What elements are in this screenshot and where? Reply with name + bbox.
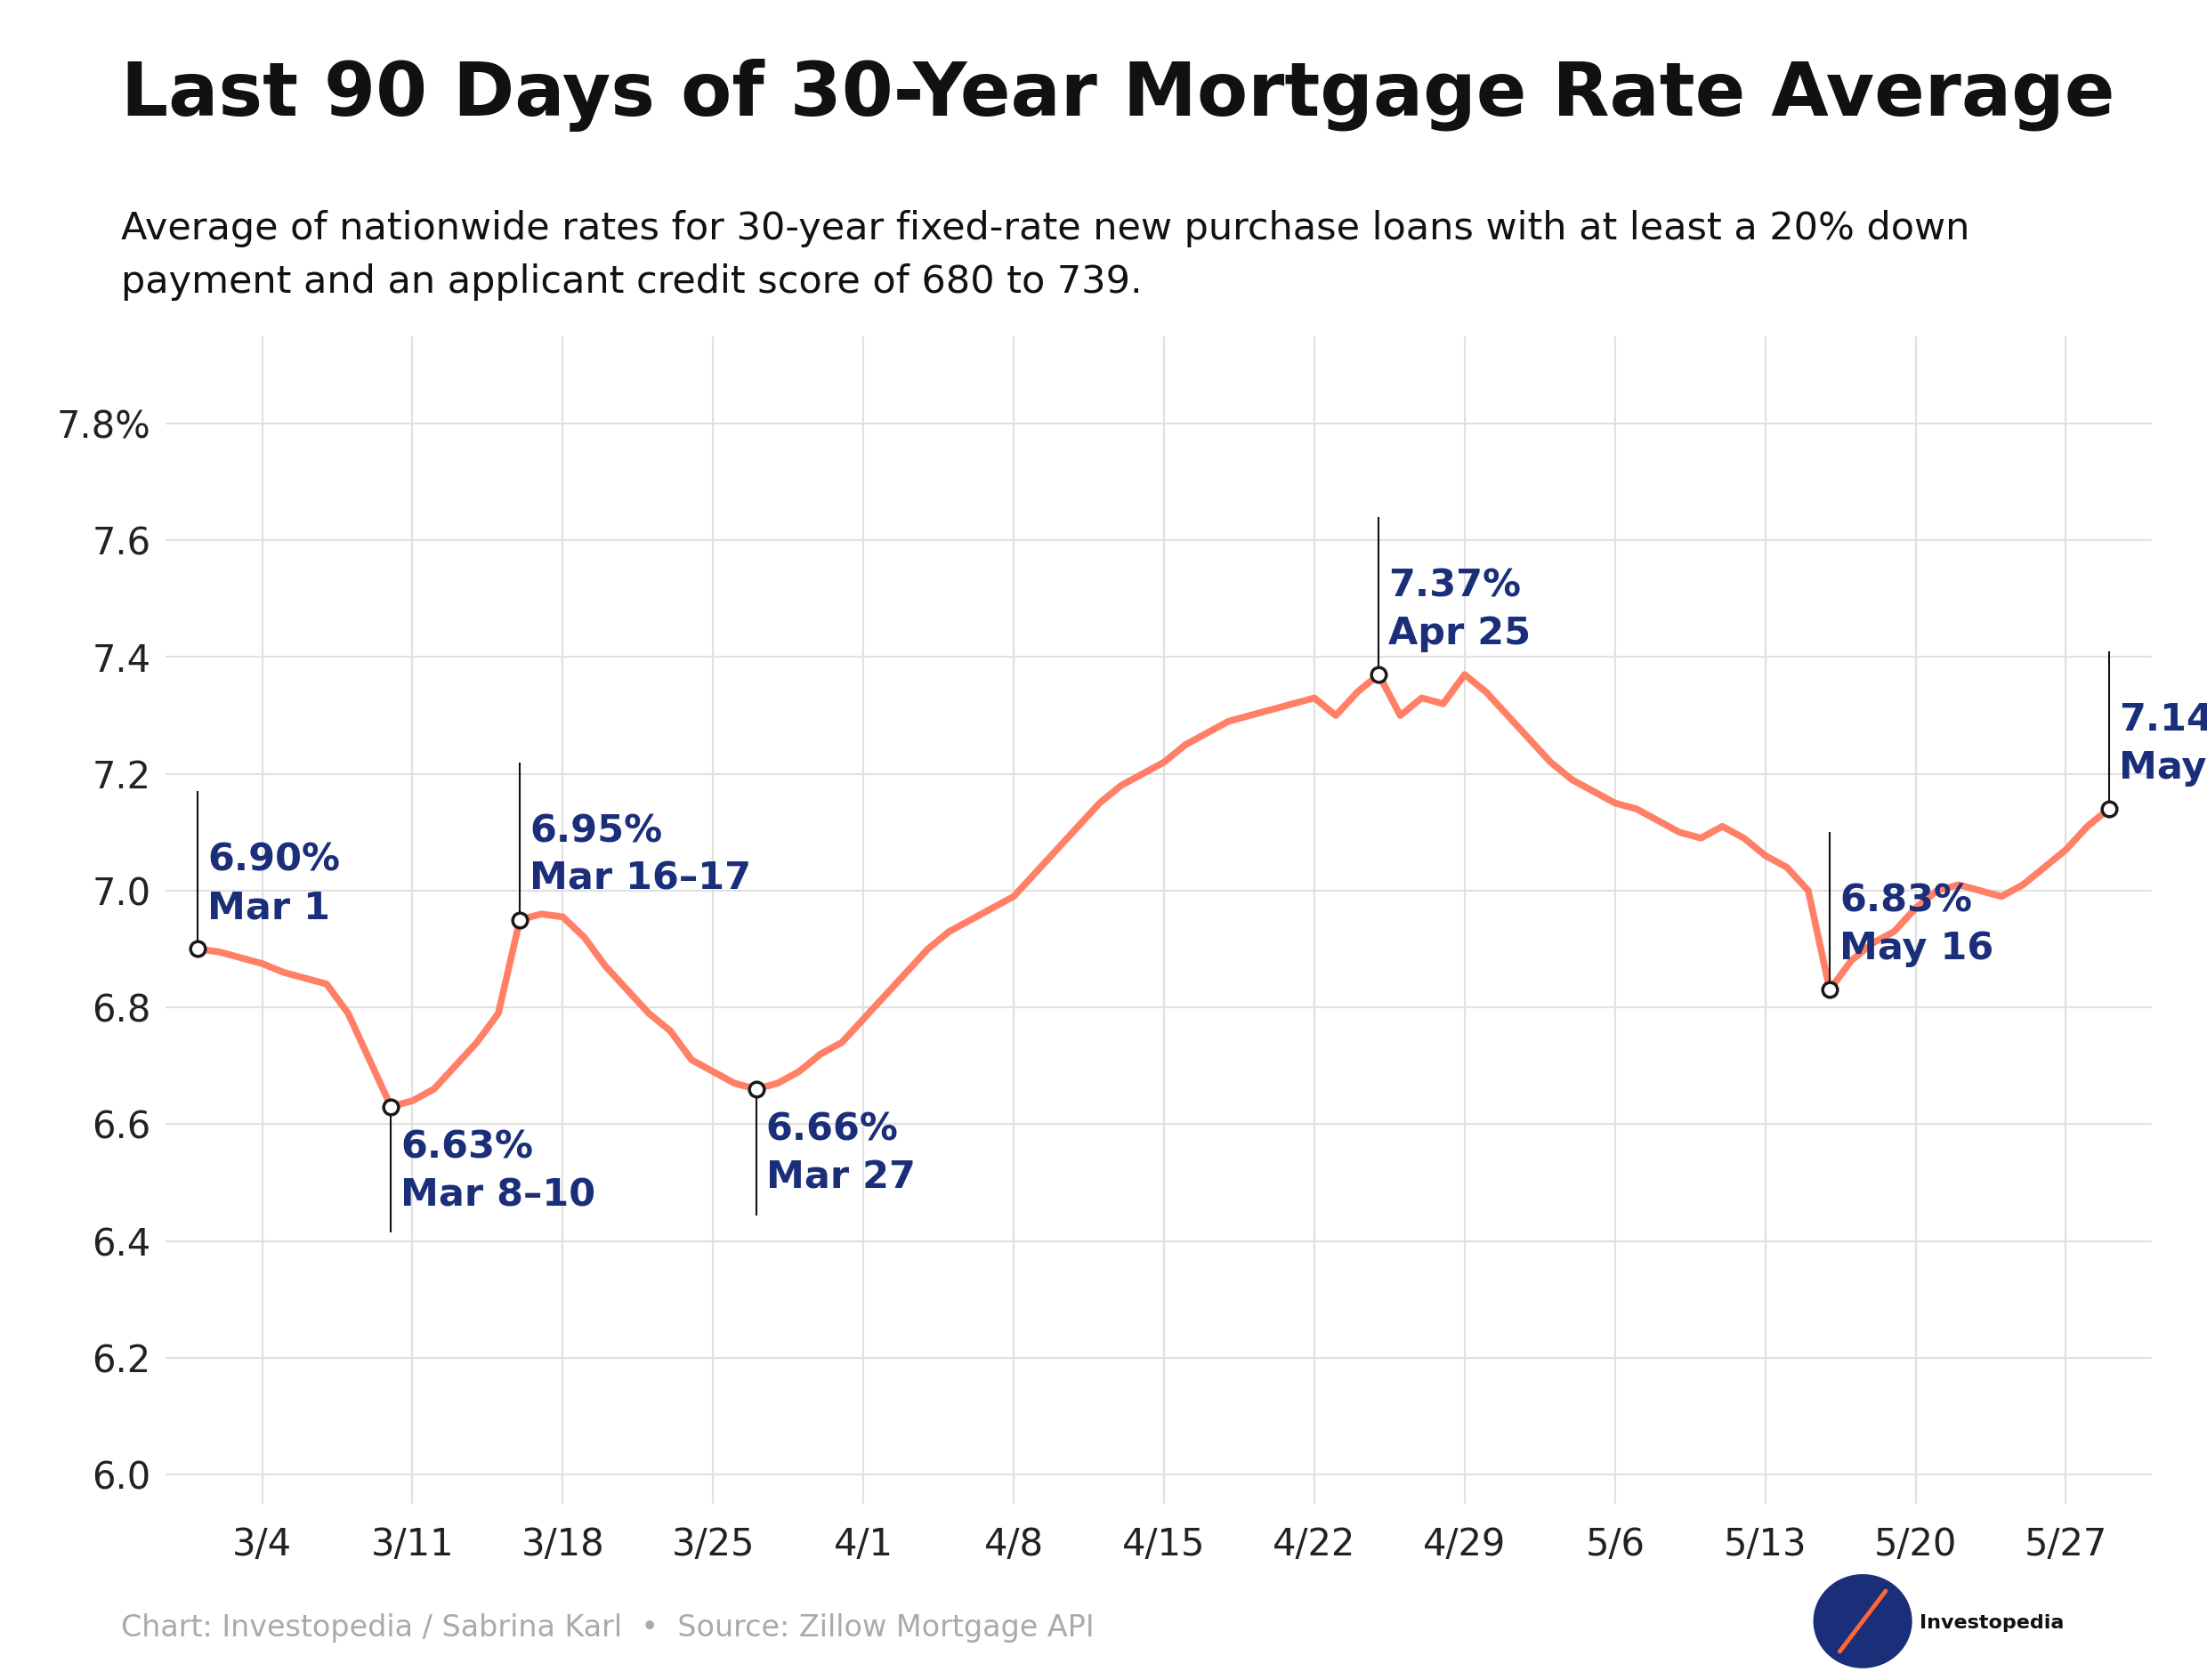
Text: Last 90 Days of 30-Year Mortgage Rate Average: Last 90 Days of 30-Year Mortgage Rate Av… [121, 59, 2114, 131]
Text: 6.66%
Mar 27: 6.66% Mar 27 [766, 1112, 916, 1196]
Text: Investopedia: Investopedia [1920, 1614, 2064, 1631]
Text: 6.90%
Mar 1: 6.90% Mar 1 [207, 842, 340, 927]
Text: Average of nationwide rates for 30-year fixed-rate new purchase loans with at le: Average of nationwide rates for 30-year … [121, 210, 1971, 301]
Text: 7.14%
May 29: 7.14% May 29 [2119, 702, 2207, 786]
Text: 6.83%
May 16: 6.83% May 16 [1841, 882, 1993, 968]
Text: 7.37%
Apr 25: 7.37% Apr 25 [1388, 568, 1532, 652]
Text: 6.63%
Mar 8–10: 6.63% Mar 8–10 [402, 1129, 596, 1215]
Text: Chart: Investopedia / Sabrina Karl  •  Source: Zillow Mortgage API: Chart: Investopedia / Sabrina Karl • Sou… [121, 1614, 1095, 1643]
Ellipse shape [1814, 1574, 1911, 1668]
Text: 6.95%
Mar 16–17: 6.95% Mar 16–17 [530, 813, 750, 897]
